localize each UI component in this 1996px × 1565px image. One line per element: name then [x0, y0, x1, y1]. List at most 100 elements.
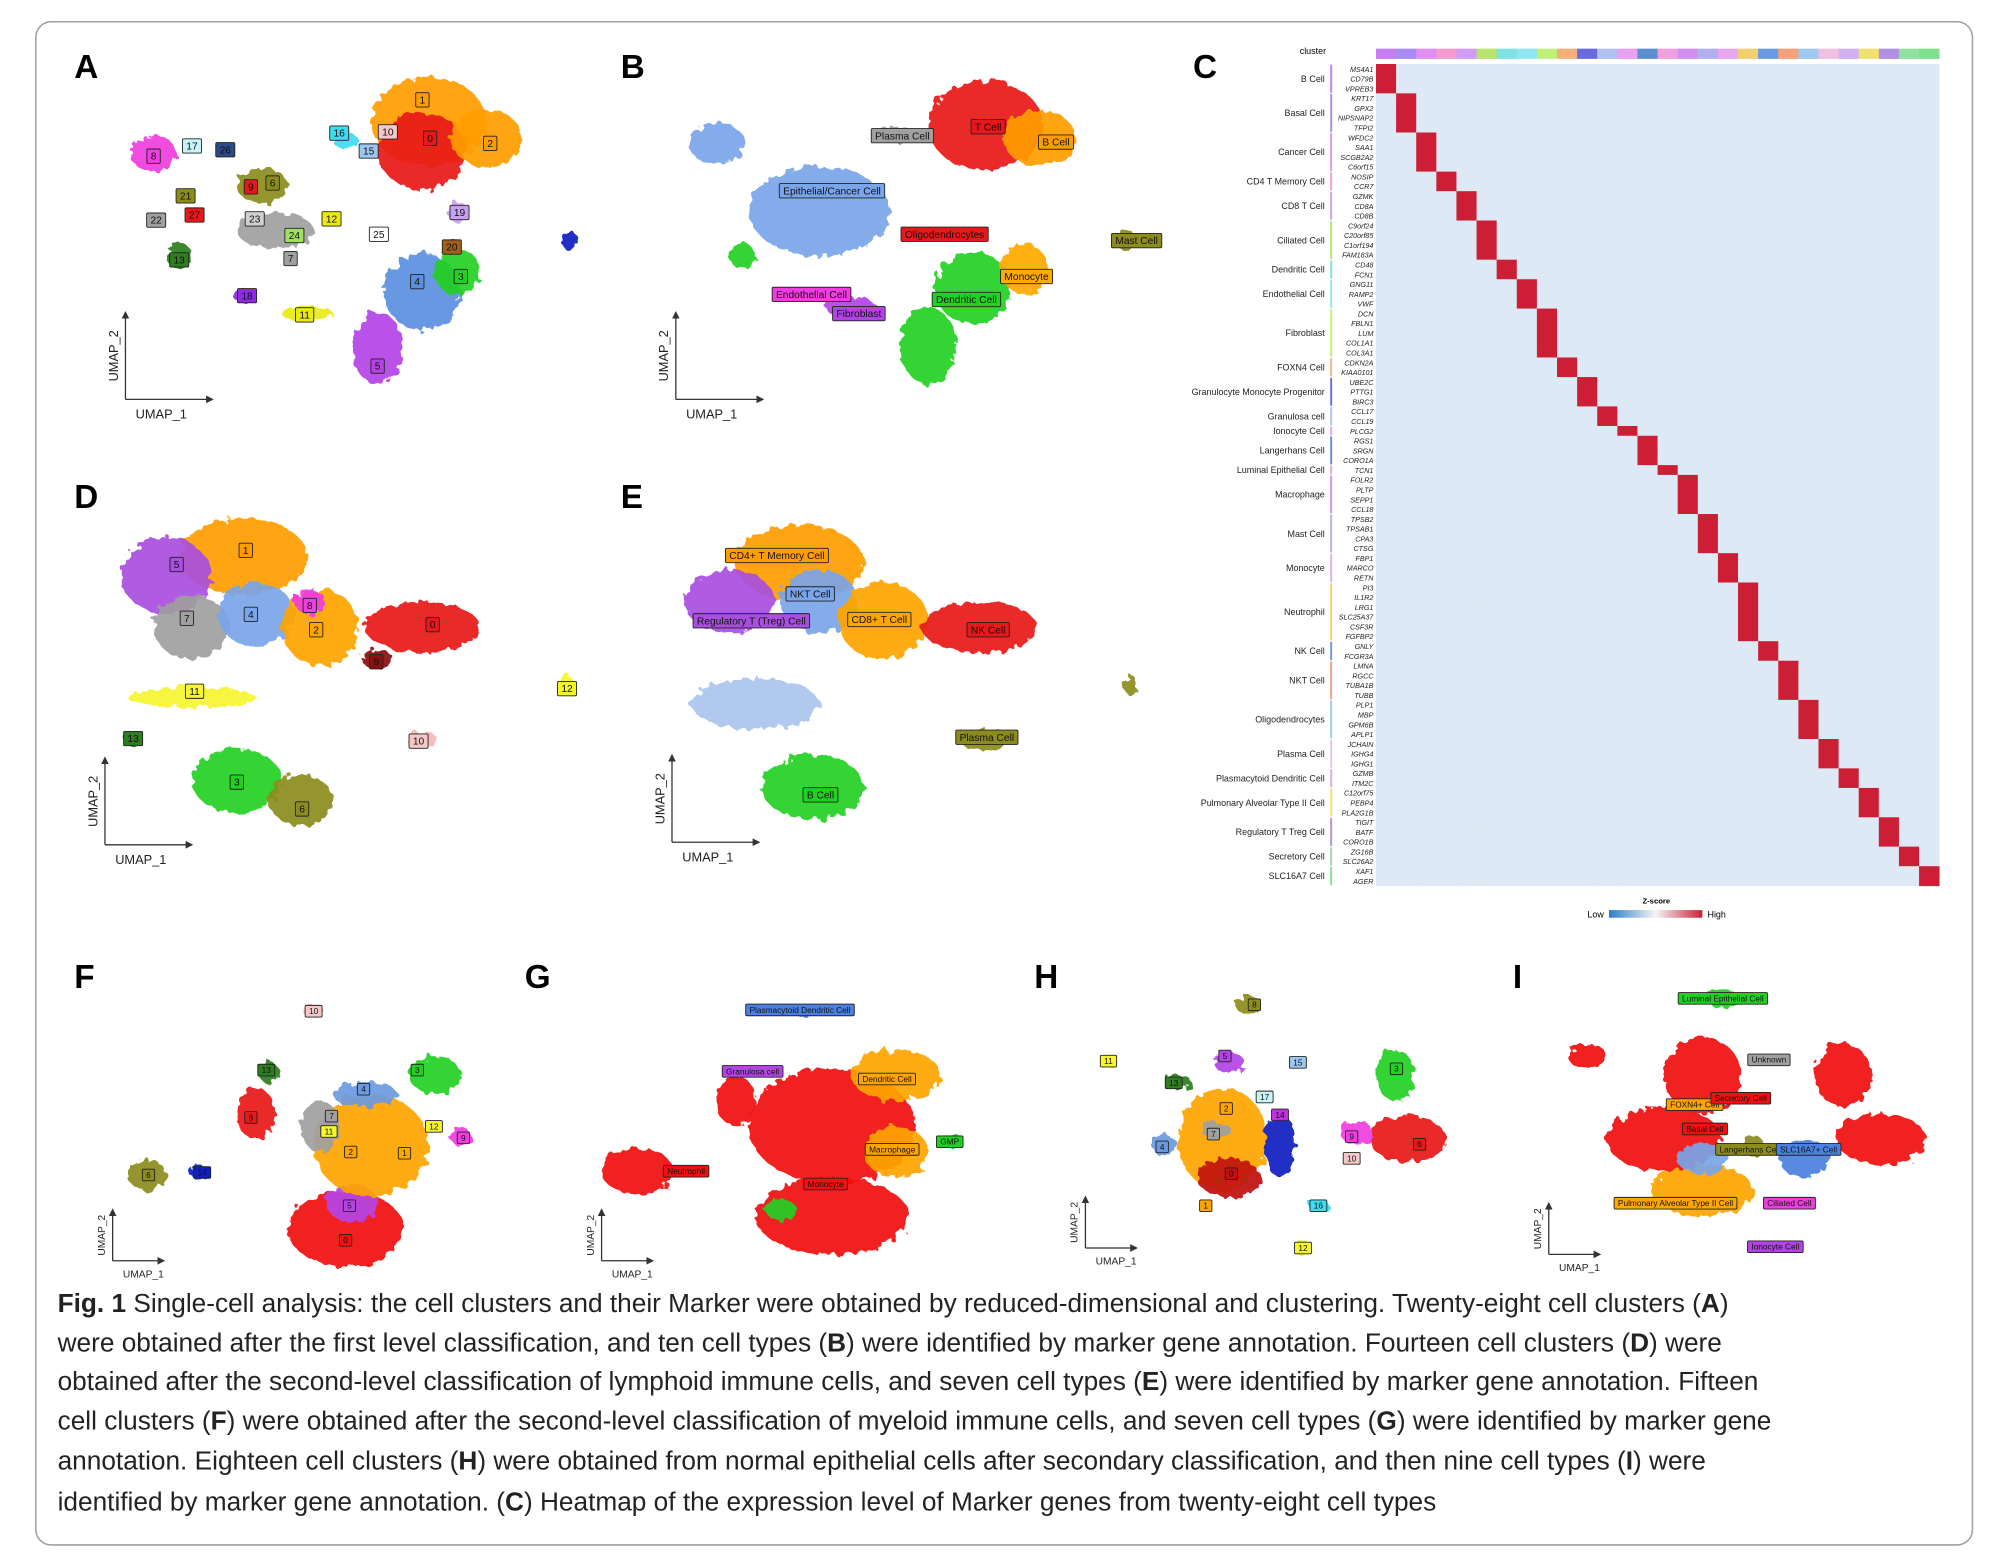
- heatmap-cell: [1898, 289, 1920, 300]
- heatmap-cell: [1677, 367, 1699, 378]
- heatmap-cell: [1818, 670, 1839, 681]
- heatmap-cell: [1597, 797, 1618, 808]
- heatmap-cell: [1516, 650, 1538, 662]
- heatmap-cell: [1919, 611, 1940, 623]
- heatmap-cell: [1597, 112, 1618, 124]
- cluster-label: 6: [270, 179, 276, 190]
- heatmap-cell: [1597, 73, 1618, 84]
- heatmap-cell: [1778, 220, 1799, 231]
- gene-label: CD79B: [1350, 76, 1373, 84]
- heatmap-cell: [1818, 768, 1839, 779]
- heatmap-cell: [1416, 83, 1437, 94]
- heatmap-cell: [1657, 161, 1679, 173]
- heatmap-cell: [1798, 240, 1819, 251]
- heatmap-cell: [1396, 690, 1417, 701]
- heatmap-cell: [1516, 416, 1538, 427]
- heatmap-cell: [1536, 152, 1558, 163]
- heatmap-cell: [1818, 386, 1839, 398]
- gene-label: TCN1: [1355, 467, 1374, 475]
- heatmap-cell: [1416, 543, 1437, 554]
- heatmap-cell: [1456, 494, 1477, 505]
- heatmap-cell: [1717, 308, 1739, 319]
- gene-label: FBP1: [1356, 555, 1374, 563]
- heatmap-cell: [1738, 699, 1759, 711]
- heatmap-cell: [1758, 337, 1779, 349]
- heatmap-cell: [1396, 846, 1417, 857]
- gene-label: CCL18: [1351, 506, 1373, 514]
- heatmap-cell: [1798, 269, 1819, 280]
- heatmap-cell: [1577, 582, 1598, 593]
- heatmap-cell: [1878, 641, 1900, 652]
- heatmap-cell: [1577, 592, 1598, 603]
- heatmap-cell: [1878, 416, 1900, 427]
- heatmap-cell: [1677, 523, 1699, 534]
- heatmap-cell: [1858, 543, 1880, 554]
- heatmap-cell: [1536, 386, 1558, 398]
- heatmap-cell: [1557, 533, 1578, 544]
- heatmap-cell: [1516, 680, 1538, 691]
- cell-cluster: [1836, 1113, 1927, 1165]
- heatmap-cell: [1396, 181, 1417, 192]
- heatmap-cell: [1717, 748, 1739, 759]
- cluster-label: Ionocyte Cell: [1751, 1242, 1799, 1252]
- heatmap-cell: [1496, 152, 1518, 163]
- heatmap-cell: [1456, 465, 1477, 476]
- cluster-label-box: [1218, 1049, 1232, 1063]
- heatmap-cell: [1717, 768, 1739, 779]
- heatmap-cell: [1758, 484, 1779, 495]
- heatmap-cell: [1838, 817, 1860, 828]
- heatmap-cell: [1898, 797, 1920, 808]
- cluster-color-bar: [1375, 48, 1397, 59]
- heatmap-cell: [1396, 875, 1417, 887]
- heatmap-cell: [1697, 230, 1719, 241]
- heatmap-cell: [1476, 377, 1498, 388]
- heatmap-cell: [1476, 523, 1498, 534]
- heatmap-cell: [1637, 768, 1658, 779]
- heatmap-cell: [1416, 122, 1437, 133]
- heatmap-cell: [1476, 132, 1498, 143]
- heatmap-cell: [1617, 93, 1638, 104]
- heatmap-cell: [1838, 836, 1860, 848]
- panel-letter: B: [621, 49, 645, 86]
- heatmap-cell: [1858, 866, 1880, 877]
- heatmap-cell: [1818, 836, 1839, 848]
- heatmap-cell: [1536, 445, 1558, 456]
- heatmap-cell: [1717, 739, 1739, 750]
- cell-type-label: Neutrophil: [1284, 607, 1325, 617]
- heatmap-cell: [1436, 318, 1457, 329]
- heatmap-cell: [1456, 269, 1477, 280]
- heatmap-cell: [1516, 602, 1538, 613]
- heatmap-cell: [1375, 836, 1397, 848]
- heatmap-cell: [1557, 709, 1578, 720]
- heatmap-cell: [1557, 230, 1578, 241]
- heatmap-cell: [1476, 73, 1498, 84]
- heatmap-cell: [1375, 562, 1397, 574]
- heatmap-cell: [1697, 200, 1719, 212]
- heatmap-cell: [1557, 543, 1578, 554]
- heatmap-cell: [1617, 455, 1638, 466]
- heatmap-cell: [1858, 132, 1880, 143]
- cluster-label: 26: [220, 145, 232, 156]
- heatmap-cell: [1858, 748, 1880, 759]
- heatmap-cell: [1476, 758, 1498, 769]
- cell-type-label: Endothelial Cell: [1263, 289, 1325, 299]
- heatmap-cell: [1496, 142, 1518, 153]
- heatmap-cell: [1375, 680, 1397, 691]
- heatmap-cell: [1717, 367, 1739, 378]
- heatmap-cell: [1657, 484, 1679, 495]
- heatmap-cell: [1456, 73, 1477, 84]
- heatmap-cell: [1597, 817, 1618, 828]
- cell-type-label: CD8 T Cell: [1281, 201, 1324, 211]
- heatmap-cell: [1878, 73, 1900, 84]
- heatmap-cell: [1898, 650, 1920, 662]
- heatmap-cell: [1697, 875, 1719, 887]
- heatmap-cell: [1657, 836, 1679, 848]
- heatmap-cell: [1898, 73, 1920, 84]
- cluster-label-box: [370, 358, 385, 374]
- heatmap-cell: [1375, 269, 1397, 280]
- heatmap-cell: [1919, 122, 1940, 133]
- heatmap-cell: [1516, 112, 1538, 124]
- heatmap-cell: [1456, 680, 1477, 691]
- heatmap-cell: [1858, 846, 1880, 857]
